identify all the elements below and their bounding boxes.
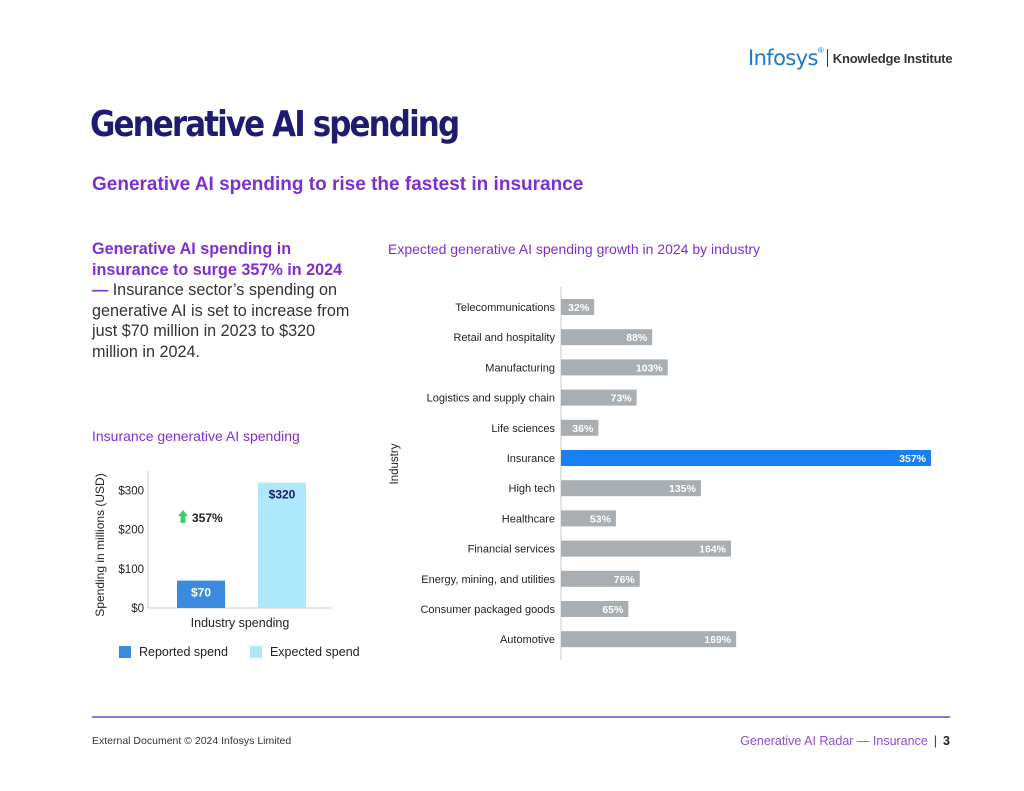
logo-subtitle: Knowledge Institute	[832, 50, 953, 66]
bar-logistics-and-supply-chain	[561, 389, 637, 406]
right-chart-title: Expected generative AI spending growth i…	[388, 241, 761, 257]
bar-healthcare	[561, 510, 616, 527]
bar-value-label: $70	[191, 586, 211, 600]
category-label-logistics-and-supply-chain: Logistics and supply chain	[427, 393, 555, 405]
bar-consumer-packaged-goods	[561, 601, 629, 617]
page-number: 3	[943, 734, 950, 748]
legend-item-expected: Expected spend	[249, 645, 360, 659]
bar-energy-mining-and-utilities	[561, 570, 640, 587]
category-label-healthcare: Healthcare	[502, 513, 555, 525]
bar-reported	[177, 580, 225, 608]
bar-insurance	[561, 450, 931, 466]
legend-label-reported: Reported spend	[139, 645, 228, 659]
bar-automotive	[561, 631, 737, 648]
x-axis-label: Industry spending	[191, 616, 290, 630]
growth-arrow-icon	[178, 510, 188, 523]
value-label-automotive: 169%	[704, 634, 732, 646]
legend-label-expected: Expected spend	[269, 645, 360, 659]
bar-expected	[258, 482, 306, 608]
category-label-manufacturing: Manufacturing	[485, 362, 555, 374]
category-label-insurance: Insurance	[507, 453, 555, 465]
bar-financial-services	[561, 540, 731, 557]
value-label-retail-and-hospitality: 88%	[626, 332, 648, 344]
value-label-insurance: 357%	[899, 453, 927, 465]
page-subtitle: Generative AI spending to rise the faste…	[92, 174, 584, 195]
footer-divider	[92, 716, 950, 718]
logo-brand: Infosys	[748, 46, 818, 70]
bar-high-tech	[561, 480, 701, 497]
callout-body: Insurance sector’s spending on generativ…	[92, 281, 350, 361]
bar-manufacturing	[561, 359, 668, 376]
infosys-logo: Infosys ® Knowledge Institute	[748, 45, 953, 71]
value-label-financial-services: 164%	[699, 544, 727, 556]
legend-item-reported: Reported spend	[119, 645, 228, 659]
growth-annotation: 357%	[192, 511, 223, 525]
page-title: Generative AI spending	[90, 104, 460, 145]
left-chart-title: Insurance generative AI spending	[92, 428, 300, 444]
legend-swatch-reported	[119, 646, 131, 658]
category-label-life-sciences: Life sciences	[491, 423, 555, 435]
bar-value-label: $320	[269, 488, 296, 502]
y-axis-label: Spending in millions (USD)	[93, 473, 107, 616]
legend-swatch-expected	[249, 646, 262, 658]
bar-telecommunications	[561, 299, 595, 315]
category-label-telecommunications: Telecommunications	[455, 302, 555, 314]
logo-divider	[826, 49, 828, 67]
footer-separator: |	[933, 734, 938, 748]
footer-copyright: External Document © 2024 Infosys Limited	[92, 735, 292, 747]
footer-page-info: Generative AI Radar — Insurance | 3	[740, 734, 950, 748]
footer-document-title: Generative AI Radar — Insurance	[740, 734, 928, 748]
industry-axis-label: Industry	[389, 443, 401, 484]
value-label-logistics-and-supply-chain: 73%	[611, 393, 633, 405]
value-label-telecommunications: 32%	[568, 302, 590, 314]
callout-text: Generative AI spending in insurance to s…	[92, 239, 360, 362]
category-label-high-tech: High tech	[509, 483, 555, 495]
category-label-automotive: Automotive	[500, 634, 555, 646]
bar-life-sciences	[561, 419, 599, 436]
value-label-consumer-packaged-goods: 65%	[602, 604, 624, 616]
category-label-energy-mining-and-utilities: Energy, mining, and utilities	[421, 574, 555, 586]
y-tick-label: $100	[118, 564, 144, 576]
y-tick-label: $0	[131, 603, 144, 615]
category-label-consumer-packaged-goods: Consumer packaged goods	[420, 604, 555, 616]
category-label-retail-and-hospitality: Retail and hospitality	[453, 332, 555, 344]
value-label-healthcare: 53%	[590, 513, 612, 525]
y-tick-label: $300	[118, 486, 144, 498]
value-label-energy-mining-and-utilities: 76%	[614, 574, 636, 586]
logo-registered-mark: ®	[817, 45, 824, 55]
callout-dash: —	[92, 281, 113, 299]
bar-retail-and-hospitality	[561, 329, 653, 346]
category-label-financial-services: Financial services	[468, 544, 556, 556]
y-tick-label: $200	[118, 525, 144, 537]
value-label-manufacturing: 103%	[636, 362, 664, 374]
value-label-life-sciences: 36%	[572, 423, 594, 435]
callout-highlight: Generative AI spending in insurance to s…	[92, 240, 343, 279]
value-label-high-tech: 135%	[669, 483, 697, 495]
chart-legend: Reported spend Expected spend	[119, 645, 360, 659]
